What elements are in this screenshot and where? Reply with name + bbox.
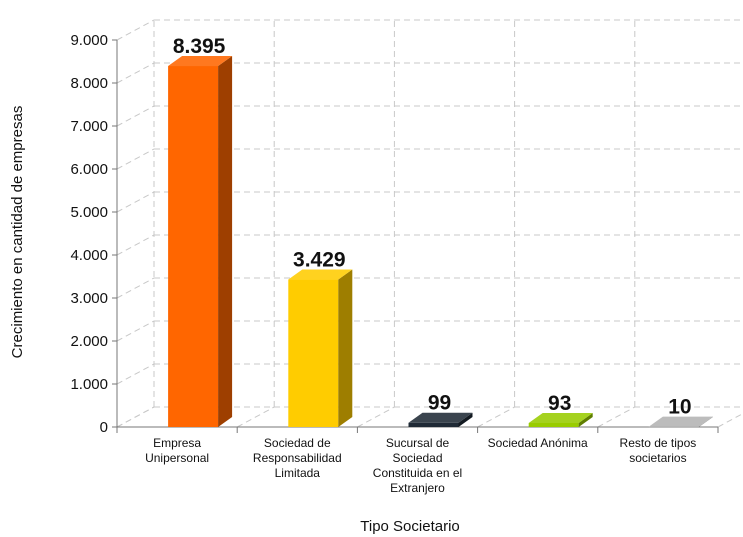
bar-front-face: [648, 426, 699, 428]
bar-top-face: [648, 416, 713, 427]
gridline-floor: [717, 412, 743, 428]
data-label: 8.395: [173, 35, 226, 58]
bar: [288, 269, 353, 427]
gridline-side: [116, 148, 155, 170]
gridline-floor: [597, 406, 636, 428]
bar-front-face: [168, 66, 219, 427]
bar-front-face: [528, 423, 579, 427]
gridline-side: [116, 191, 155, 213]
y-axis-title: Crecimiento en cantidad de empresas: [9, 106, 26, 359]
gridline-floor: [236, 406, 275, 428]
gridline-side: [116, 234, 155, 256]
x-axis-title: Tipo Societario: [360, 518, 460, 535]
category-label: Sociedad Anónima: [488, 436, 588, 450]
gridline-floor: [116, 406, 155, 428]
gridline-side: [116, 19, 155, 41]
axes-layer: 0 1.000 2.000 3.000 4.000 5.000 6.000 7.000 8.00…: [70, 32, 719, 436]
y-tick-label: 1.000: [70, 376, 108, 393]
bar-side-face: [218, 56, 233, 427]
bar-top-face: [288, 269, 353, 280]
y-tick-label: 6.000: [70, 161, 108, 178]
bar-side-face: [698, 416, 713, 427]
gridline-floor: [477, 406, 515, 428]
bar-side-face: [338, 269, 353, 427]
bar-front-face: [288, 279, 339, 427]
gridline-side: [116, 105, 155, 127]
y-tick-label: 9.000: [70, 32, 108, 49]
bar-front-face: [408, 422, 459, 427]
labels-layer: 8.395 3.429 99 93 10 Empresa Unipersonal Socied…: [145, 35, 696, 495]
bar: [528, 413, 593, 427]
bar-side-face: [578, 413, 593, 427]
y-tick-label: 7.000: [70, 118, 108, 135]
gridline-side: [116, 277, 155, 299]
bar: [648, 416, 713, 428]
y-tick-label: 8.000: [70, 75, 108, 92]
y-tick-label: 4.000: [70, 247, 108, 264]
y-tick-label: 5.000: [70, 204, 108, 221]
bar-top-face: [408, 412, 473, 423]
category-label: Sucursal de Sociedad Constituida en el Extr…: [373, 436, 462, 495]
bar-top-face: [528, 413, 593, 424]
gridline-side: [116, 320, 155, 342]
grid-layer: [116, 19, 743, 428]
bar-side-face: [458, 412, 473, 427]
gridline-floor: [357, 406, 395, 428]
bars-layer: [168, 56, 713, 428]
y-tick-label: 3.000: [70, 290, 108, 307]
y-tick-label: 2.000: [70, 333, 108, 350]
bar-top-face: [168, 56, 233, 67]
data-label: 93: [548, 392, 571, 415]
data-label: 99: [428, 392, 451, 415]
data-label: 3.429: [293, 249, 346, 272]
gridline-side: [116, 363, 155, 385]
category-label: Resto de tipos societarios: [620, 436, 697, 465]
bar: [408, 412, 473, 427]
data-label: 10: [668, 396, 691, 419]
gridline-side: [116, 62, 155, 84]
category-label: Sociedad de Responsabilidad Limitada: [253, 436, 342, 480]
bar: [168, 56, 233, 427]
y-tick-label: 0: [100, 419, 108, 436]
category-label: Empresa Unipersonal: [145, 436, 209, 465]
